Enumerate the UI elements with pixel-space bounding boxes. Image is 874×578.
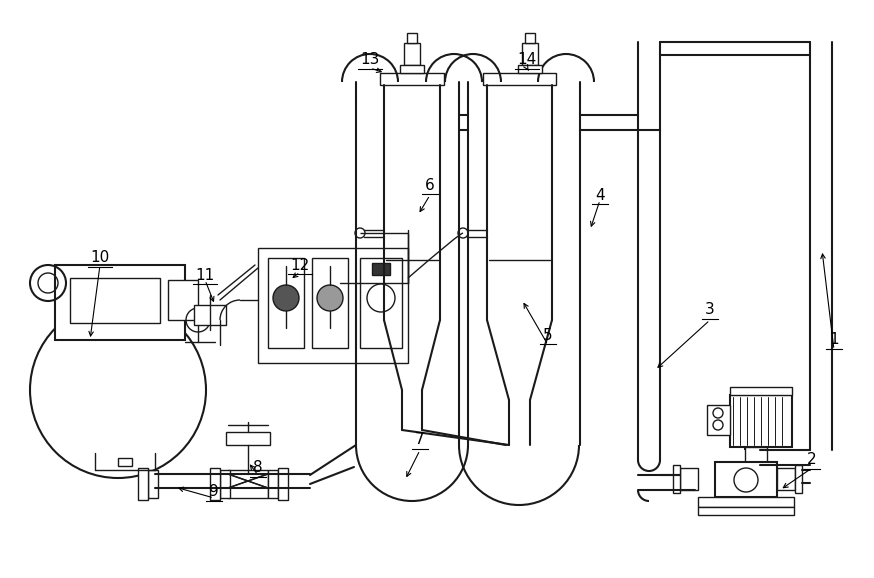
Text: 1: 1 (829, 332, 839, 347)
Bar (138, 468, 148, 500)
Text: 10: 10 (90, 250, 109, 265)
Bar (698, 507, 794, 515)
Text: 4: 4 (595, 187, 605, 202)
Bar (268, 258, 304, 348)
Bar (228, 470, 268, 498)
Bar (795, 465, 802, 493)
Bar (715, 462, 777, 497)
Bar (680, 468, 698, 490)
Bar (360, 258, 402, 348)
Bar (210, 468, 220, 500)
Bar (226, 432, 270, 445)
Text: 11: 11 (196, 268, 215, 283)
Text: 13: 13 (360, 53, 379, 68)
Bar (118, 458, 132, 466)
Bar (745, 447, 767, 462)
Bar (380, 73, 444, 85)
Text: 2: 2 (808, 453, 817, 468)
Bar (522, 43, 538, 65)
Bar (730, 395, 792, 447)
Bar (148, 470, 158, 498)
Text: 14: 14 (517, 53, 537, 68)
Bar (730, 387, 792, 395)
Text: 7: 7 (415, 432, 425, 447)
Bar (70, 278, 160, 323)
Circle shape (317, 285, 343, 311)
Bar (372, 263, 390, 275)
Bar (525, 33, 535, 43)
Circle shape (273, 285, 299, 311)
Text: 12: 12 (290, 258, 309, 272)
Bar (404, 43, 420, 65)
Bar (278, 468, 288, 500)
Bar (483, 73, 556, 85)
Text: 8: 8 (253, 461, 263, 476)
Bar (777, 468, 795, 490)
Bar (55, 265, 185, 340)
Text: 9: 9 (209, 484, 218, 499)
Bar (698, 497, 794, 507)
Bar (268, 470, 278, 498)
Text: 5: 5 (543, 328, 553, 343)
Text: 3: 3 (705, 302, 715, 317)
Bar (707, 405, 730, 435)
Bar (258, 248, 408, 363)
Text: 6: 6 (425, 177, 435, 192)
Bar (194, 305, 226, 325)
Bar (518, 65, 542, 73)
Bar (220, 470, 230, 498)
Bar (312, 258, 348, 348)
Bar (673, 465, 680, 493)
Bar (400, 65, 424, 73)
Bar (168, 280, 198, 320)
Bar (407, 33, 417, 43)
